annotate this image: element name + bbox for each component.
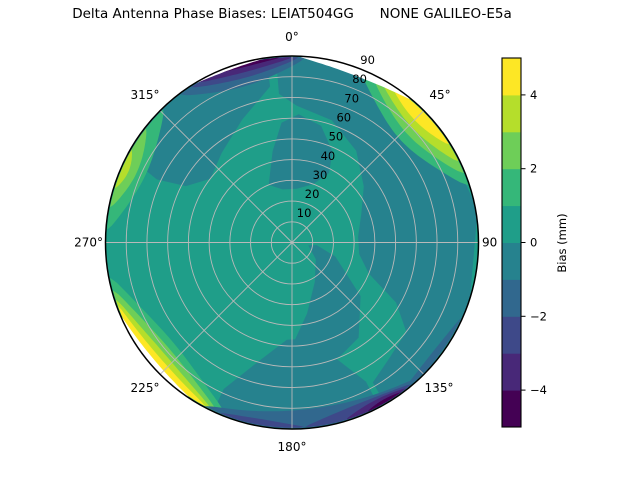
theta-label: 0° [285,30,299,44]
outer-circle [104,55,480,430]
theta-label: 90 [482,236,497,250]
rim-band [216,57,280,74]
rim-band [114,149,132,189]
rim-band [191,57,299,88]
colorbar-tick-label: −2 [530,309,547,323]
contour-region [268,114,333,190]
axis-labels: 10 20 30 40 50 60 70 80 90 0° 45° 90 135° 180° 225° 270… [74,30,497,454]
colorbar-segment [502,316,521,354]
colorbar-tick-label: 2 [530,162,537,176]
colorbar-segment [502,242,521,280]
r-tick-label: 80 [352,72,367,86]
colorbar-segment [502,353,521,391]
theta-label: 270° [74,236,103,250]
rim-band [392,87,450,145]
colorbar-segment [502,279,521,317]
colorbar-tick-label: −4 [530,383,547,397]
colorbar: 4 2 0 −2 −4 Bias (mm) [501,57,569,428]
rim-band [113,290,217,412]
rim-band [403,317,462,391]
theta-label: 315° [131,88,160,102]
colorbar-tick-label: 0 [530,236,537,250]
grid-spoke [291,110,425,243]
colorbar-segment [502,168,521,207]
colorbar-segment [502,58,521,96]
polar-grid [104,55,480,430]
rim-band [199,57,292,82]
rim-band [304,384,412,428]
grid-spoke [291,242,425,375]
colorbar-tick-label: 4 [530,88,537,102]
theta-label: 45° [429,88,450,102]
r-tick-label: 10 [297,206,312,220]
colorbar-segment [502,205,521,243]
colorbar-label: Bias (mm) [555,213,569,272]
rim-band [205,378,419,428]
theta-label: 180° [278,440,307,454]
r-tick-label: 60 [336,111,351,125]
rim-band [110,277,226,416]
r-tick-label: 70 [344,91,359,105]
r-tick-label: 40 [321,149,336,163]
grid-spoke [159,242,293,375]
r-tick-label: 30 [313,168,328,182]
rim-band [115,299,211,409]
r-tick-label: 50 [329,130,344,144]
chart-title: Delta Antenna Phase Biases: LEIAT504GG N… [72,6,512,22]
contour-region [274,245,361,388]
colorbar-segment [502,390,521,428]
grid-spoke [159,110,293,243]
theta-label: 135° [425,381,454,395]
rim-band [367,392,401,412]
r-tick-label: 20 [305,187,320,201]
rim-band [219,413,305,428]
theta-label: 225° [131,381,160,395]
colorbar-segment [502,131,521,170]
r-tick-label: 90 [360,53,375,67]
colorbar-segment [502,94,521,133]
